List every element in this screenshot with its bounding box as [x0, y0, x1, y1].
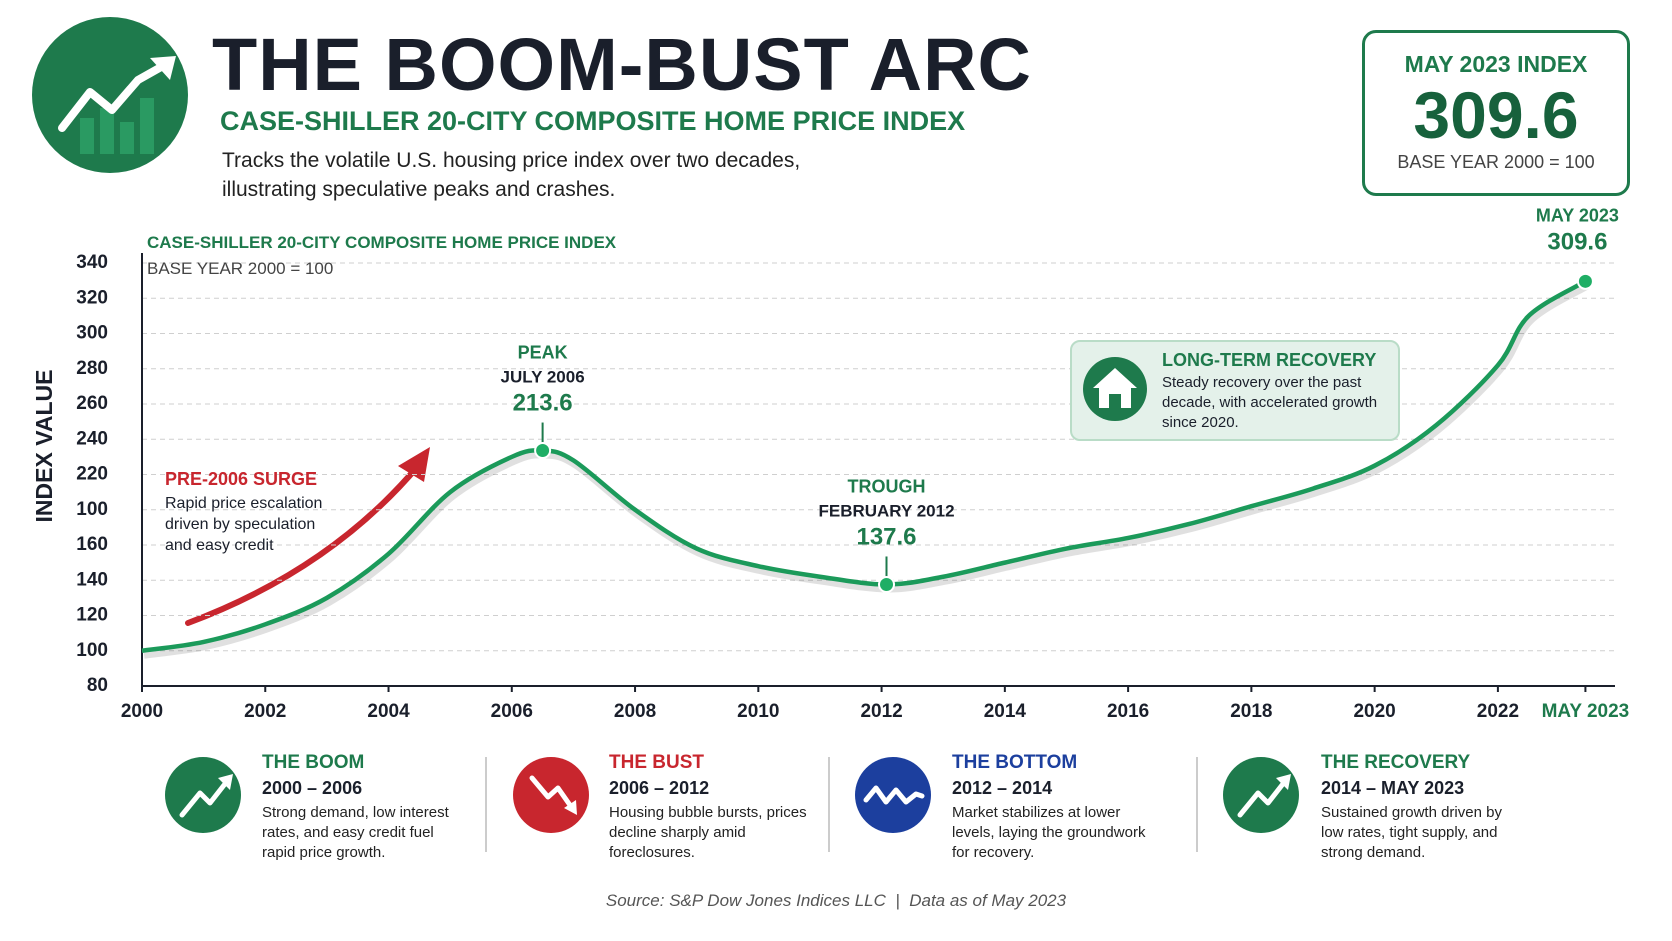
- x-tick-label: 2020: [1353, 701, 1395, 722]
- y-axis-label: INDEX VALUE: [31, 370, 57, 523]
- phase: THE BOOM 2000 – 2006 Strong demand, low …: [262, 752, 462, 863]
- y-tick-label: 260: [76, 393, 108, 414]
- y-tick-label: 220: [76, 464, 108, 485]
- x-tick-label: 2018: [1230, 701, 1272, 722]
- y-tick-label: 160: [76, 534, 108, 555]
- point-marker: [534, 442, 552, 460]
- x-tick-label: 2014: [984, 701, 1027, 722]
- annotation-value: 213.6: [513, 390, 573, 417]
- phase-range: 2006 – 2012: [609, 778, 710, 798]
- annotation-value: 137.6: [856, 523, 916, 550]
- x-tick-label: 2016: [1107, 701, 1149, 722]
- x-tick-label: 2006: [491, 701, 533, 722]
- phase-text: Housing bubble bursts, prices decline sh…: [609, 804, 807, 861]
- kpi-note: BASE YEAR 2000 = 100: [1397, 152, 1595, 172]
- kpi-card: MAY 2023 INDEX 309.6 BASE YEAR 2000 = 10…: [1362, 30, 1630, 196]
- annotation-date: JULY 2006: [501, 368, 585, 387]
- phase-title: THE BOTTOM: [952, 752, 1078, 773]
- callout-text: Rapid price escalation driven by specula…: [165, 495, 323, 554]
- dividers: [485, 757, 1198, 852]
- phase-title: THE BUST: [609, 752, 704, 773]
- phase: THE BUST 2006 – 2012 Housing bubble burs…: [609, 752, 809, 863]
- y-tick-label: 320: [76, 287, 108, 308]
- phase-range: 2000 – 2006: [262, 778, 363, 798]
- annotation-date: MAY 2023: [1536, 205, 1619, 225]
- callout-title: PRE-2006 SURGE: [165, 469, 318, 489]
- phase: THE BOTTOM 2012 – 2014 Market stabilizes…: [952, 752, 1157, 863]
- surge-arrow: [185, 447, 430, 626]
- footer: Source: S&P Dow Jones Indices LLC | Data…: [605, 891, 1067, 910]
- x-tick-label: 2000: [121, 701, 163, 722]
- line: [141, 279, 1587, 653]
- annotation-label: TROUGH: [848, 476, 926, 496]
- source: Source: S&P Dow Jones Indices LLC: [605, 891, 886, 910]
- phase-title: THE BOOM: [262, 752, 365, 773]
- y-tick-label: 100: [76, 499, 108, 520]
- y-tick-label: 140: [76, 569, 108, 590]
- phase-title: THE RECOVERY: [1321, 752, 1471, 773]
- phase: THE RECOVERY 2014 – MAY 2023 Sustained g…: [1321, 752, 1521, 863]
- y-tick-label: 280: [76, 358, 108, 379]
- line-shadow: [143, 281, 1590, 659]
- annotation-value: 309.6: [1547, 228, 1607, 255]
- chart-title: CASE-SHILLER 20-CITY COMPOSITE HOME PRIC…: [147, 233, 617, 252]
- title: THE BOOM-BUST ARC: [212, 23, 1032, 106]
- description: Tracks the volatile U.S. housing price i…: [222, 149, 801, 201]
- phase-text: Market stabilizes at lower levels, layin…: [952, 804, 1146, 861]
- phase-range: 2012 – 2014: [952, 778, 1053, 798]
- y-tick-label: 300: [76, 323, 108, 344]
- kpi-label: MAY 2023 INDEX: [1404, 51, 1588, 77]
- subtitle: CASE-SHILLER 20-CITY COMPOSITE HOME PRIC…: [220, 106, 966, 136]
- y-tick-label: 100: [76, 640, 108, 661]
- phase-icons: [165, 757, 1299, 833]
- phase-text: Strong demand, low interest rates, and e…: [262, 804, 449, 861]
- y-tick-label: 80: [87, 675, 108, 696]
- kpi-value: 309.6: [1413, 78, 1579, 152]
- annotation-date: FEBRUARY 2012: [818, 501, 954, 520]
- y-tick-label: 340: [76, 252, 108, 273]
- point-marker: [1576, 272, 1594, 290]
- x-tick-label: 2004: [367, 701, 410, 722]
- x-tick-label: 2002: [244, 701, 286, 722]
- x-tick-label: 2022: [1477, 701, 1519, 722]
- phase-text: Sustained growth driven by low rates, ti…: [1321, 804, 1502, 861]
- y-tick-label: 240: [76, 428, 108, 449]
- x-tick-label: MAY 2023: [1542, 701, 1630, 722]
- logo: [32, 17, 188, 173]
- annotation-label: PEAK: [518, 343, 568, 363]
- x-tick-label: 2010: [737, 701, 779, 722]
- x-tick-label: 2012: [860, 701, 902, 722]
- phase-range: 2014 – MAY 2023: [1321, 778, 1465, 798]
- callout-text: Steady recovery over the past decade, wi…: [1162, 374, 1378, 431]
- chart-subtitle: BASE YEAR 2000 = 100: [147, 259, 334, 278]
- x-tick-label: 2008: [614, 701, 656, 722]
- callout-title: LONG-TERM RECOVERY: [1162, 350, 1377, 370]
- as-of: Data as of May 2023: [909, 891, 1067, 910]
- y-tick-label: 120: [76, 605, 108, 626]
- point-marker: [878, 575, 896, 593]
